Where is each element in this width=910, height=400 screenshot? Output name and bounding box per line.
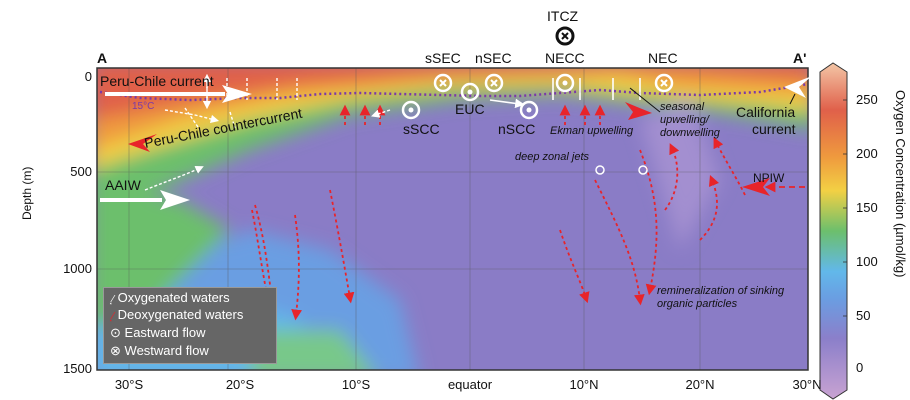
red-arrowhead-west — [128, 134, 157, 152]
y-tick-label: 1000 — [63, 261, 92, 276]
legend-item-deoxygenated: ⸼⁄ Deoxygenated waters — [110, 307, 243, 322]
y-tick-label: 0 — [84, 69, 92, 84]
y-tick-label: 500 — [70, 164, 92, 179]
legend-label: Oxygenated waters — [117, 290, 230, 305]
deep-jet-symbol — [595, 165, 605, 175]
nec-label: NEC — [648, 50, 678, 66]
legend: ⸼⁄ Oxygenated waters ⸼⁄ Deoxygenated wat… — [103, 287, 277, 364]
california-current-label-1: California — [736, 104, 796, 120]
eastward-dots — [408, 80, 568, 113]
sscc-eastward-symbol — [401, 100, 421, 120]
legend-item-oxygenated: ⸼⁄ Oxygenated waters — [110, 290, 230, 305]
legend-label: Westward flow — [124, 343, 209, 358]
sscc-label: sSCC — [403, 121, 440, 137]
x-tick-label: equator — [447, 377, 493, 392]
remineralization-label-2: organic particles — [657, 298, 738, 310]
itcz-symbol — [555, 26, 575, 46]
nec-westward-symbol — [654, 73, 674, 93]
nsec-westward-symbol — [484, 73, 504, 93]
colorbar-label: Oxygen Concentration (µmol/kg) — [893, 90, 908, 278]
aaiw-label: AAIW — [105, 177, 141, 193]
section-start-label: A — [97, 50, 108, 66]
ssec-westward-symbol — [433, 73, 453, 93]
colorbar-tick-label: 150 — [856, 200, 878, 215]
red-dashed-arrow-icon: ⸼⁄ — [110, 311, 114, 322]
colorbar-tick-label: 250 — [856, 92, 878, 107]
eastward-flow-icon: ⊙ — [110, 325, 121, 340]
x-tick-label: 20°S — [225, 377, 255, 392]
colorbar-tick-label: 200 — [856, 146, 878, 161]
nscc-label: nSCC — [498, 121, 536, 137]
california-current-label-2: current — [752, 121, 796, 137]
ekman-upwelling-label: Ekman upwelling — [550, 125, 634, 137]
itcz-label: ITCZ — [547, 8, 579, 24]
colorbar-tick-label: 0 — [856, 360, 864, 375]
westward-crosses — [439, 79, 668, 87]
necc-eastward-symbol — [555, 73, 575, 93]
section-end-label: A' — [793, 50, 807, 66]
x-tick-label: 20°N — [685, 377, 715, 392]
deep-zonal-jets-label: deep zonal jets — [515, 151, 589, 163]
colorbar-ticks — [843, 99, 847, 317]
colorbar-tick-label: 100 — [856, 254, 878, 269]
westward-flow-icon: ⊗ — [110, 343, 121, 358]
euc-eastward-symbol — [460, 82, 480, 102]
seasonal-label-3: downwelling — [660, 127, 720, 139]
red-arrowhead-east — [625, 102, 652, 120]
y-tick-label: 1500 — [63, 361, 92, 376]
x-tick-label: 10°S — [341, 377, 371, 392]
legend-item-eastward: ⊙ Eastward flow — [110, 325, 205, 341]
npiw-label: NPIW — [753, 171, 785, 185]
california-pointer-line — [789, 93, 796, 105]
legend-label: Deoxygenated waters — [117, 307, 244, 322]
peru-chile-current-label: Peru-Chile current — [100, 73, 214, 89]
x-tick-label: 10°N — [569, 377, 599, 392]
x-tick-label: 30°N — [792, 377, 822, 392]
seasonal-label-1: seasonal — [660, 101, 705, 113]
isotherm-label: 15°C — [132, 101, 155, 112]
colorbar-tick-label: 50 — [856, 308, 871, 323]
colorbar — [819, 62, 848, 400]
california-current-arrowhead — [784, 76, 812, 98]
nscc-eastward-symbol — [519, 100, 539, 120]
ssec-label: sSEC — [425, 50, 461, 66]
plot-frame — [96, 67, 809, 371]
nsec-label: nSEC — [475, 50, 512, 66]
legend-label: Eastward flow — [124, 325, 206, 340]
white-dashed-arrow-icon: ⸼⁄ — [110, 294, 114, 305]
euc-label: EUC — [455, 101, 485, 117]
peru-chile-current-arrow — [105, 85, 252, 103]
flow-symbols — [401, 73, 674, 175]
remineralization-label-1: remineralization of sinking — [657, 285, 785, 297]
aaiw-arrow — [100, 190, 190, 210]
necc-label: NECC — [545, 50, 585, 66]
seasonal-pointer-line — [629, 87, 661, 113]
isotherm-15c-line — [99, 82, 808, 102]
deep-jet-symbol — [638, 165, 648, 175]
deoxygenated-water-arrows — [251, 104, 805, 321]
x-tick-label: 30°S — [114, 377, 144, 392]
y-axis-label: Depth (m) — [20, 166, 34, 220]
seasonal-label-2: upwelling/ — [660, 114, 709, 126]
npiw-arrowhead — [742, 178, 770, 196]
legend-item-westward: ⊗ Westward flow — [110, 343, 209, 359]
